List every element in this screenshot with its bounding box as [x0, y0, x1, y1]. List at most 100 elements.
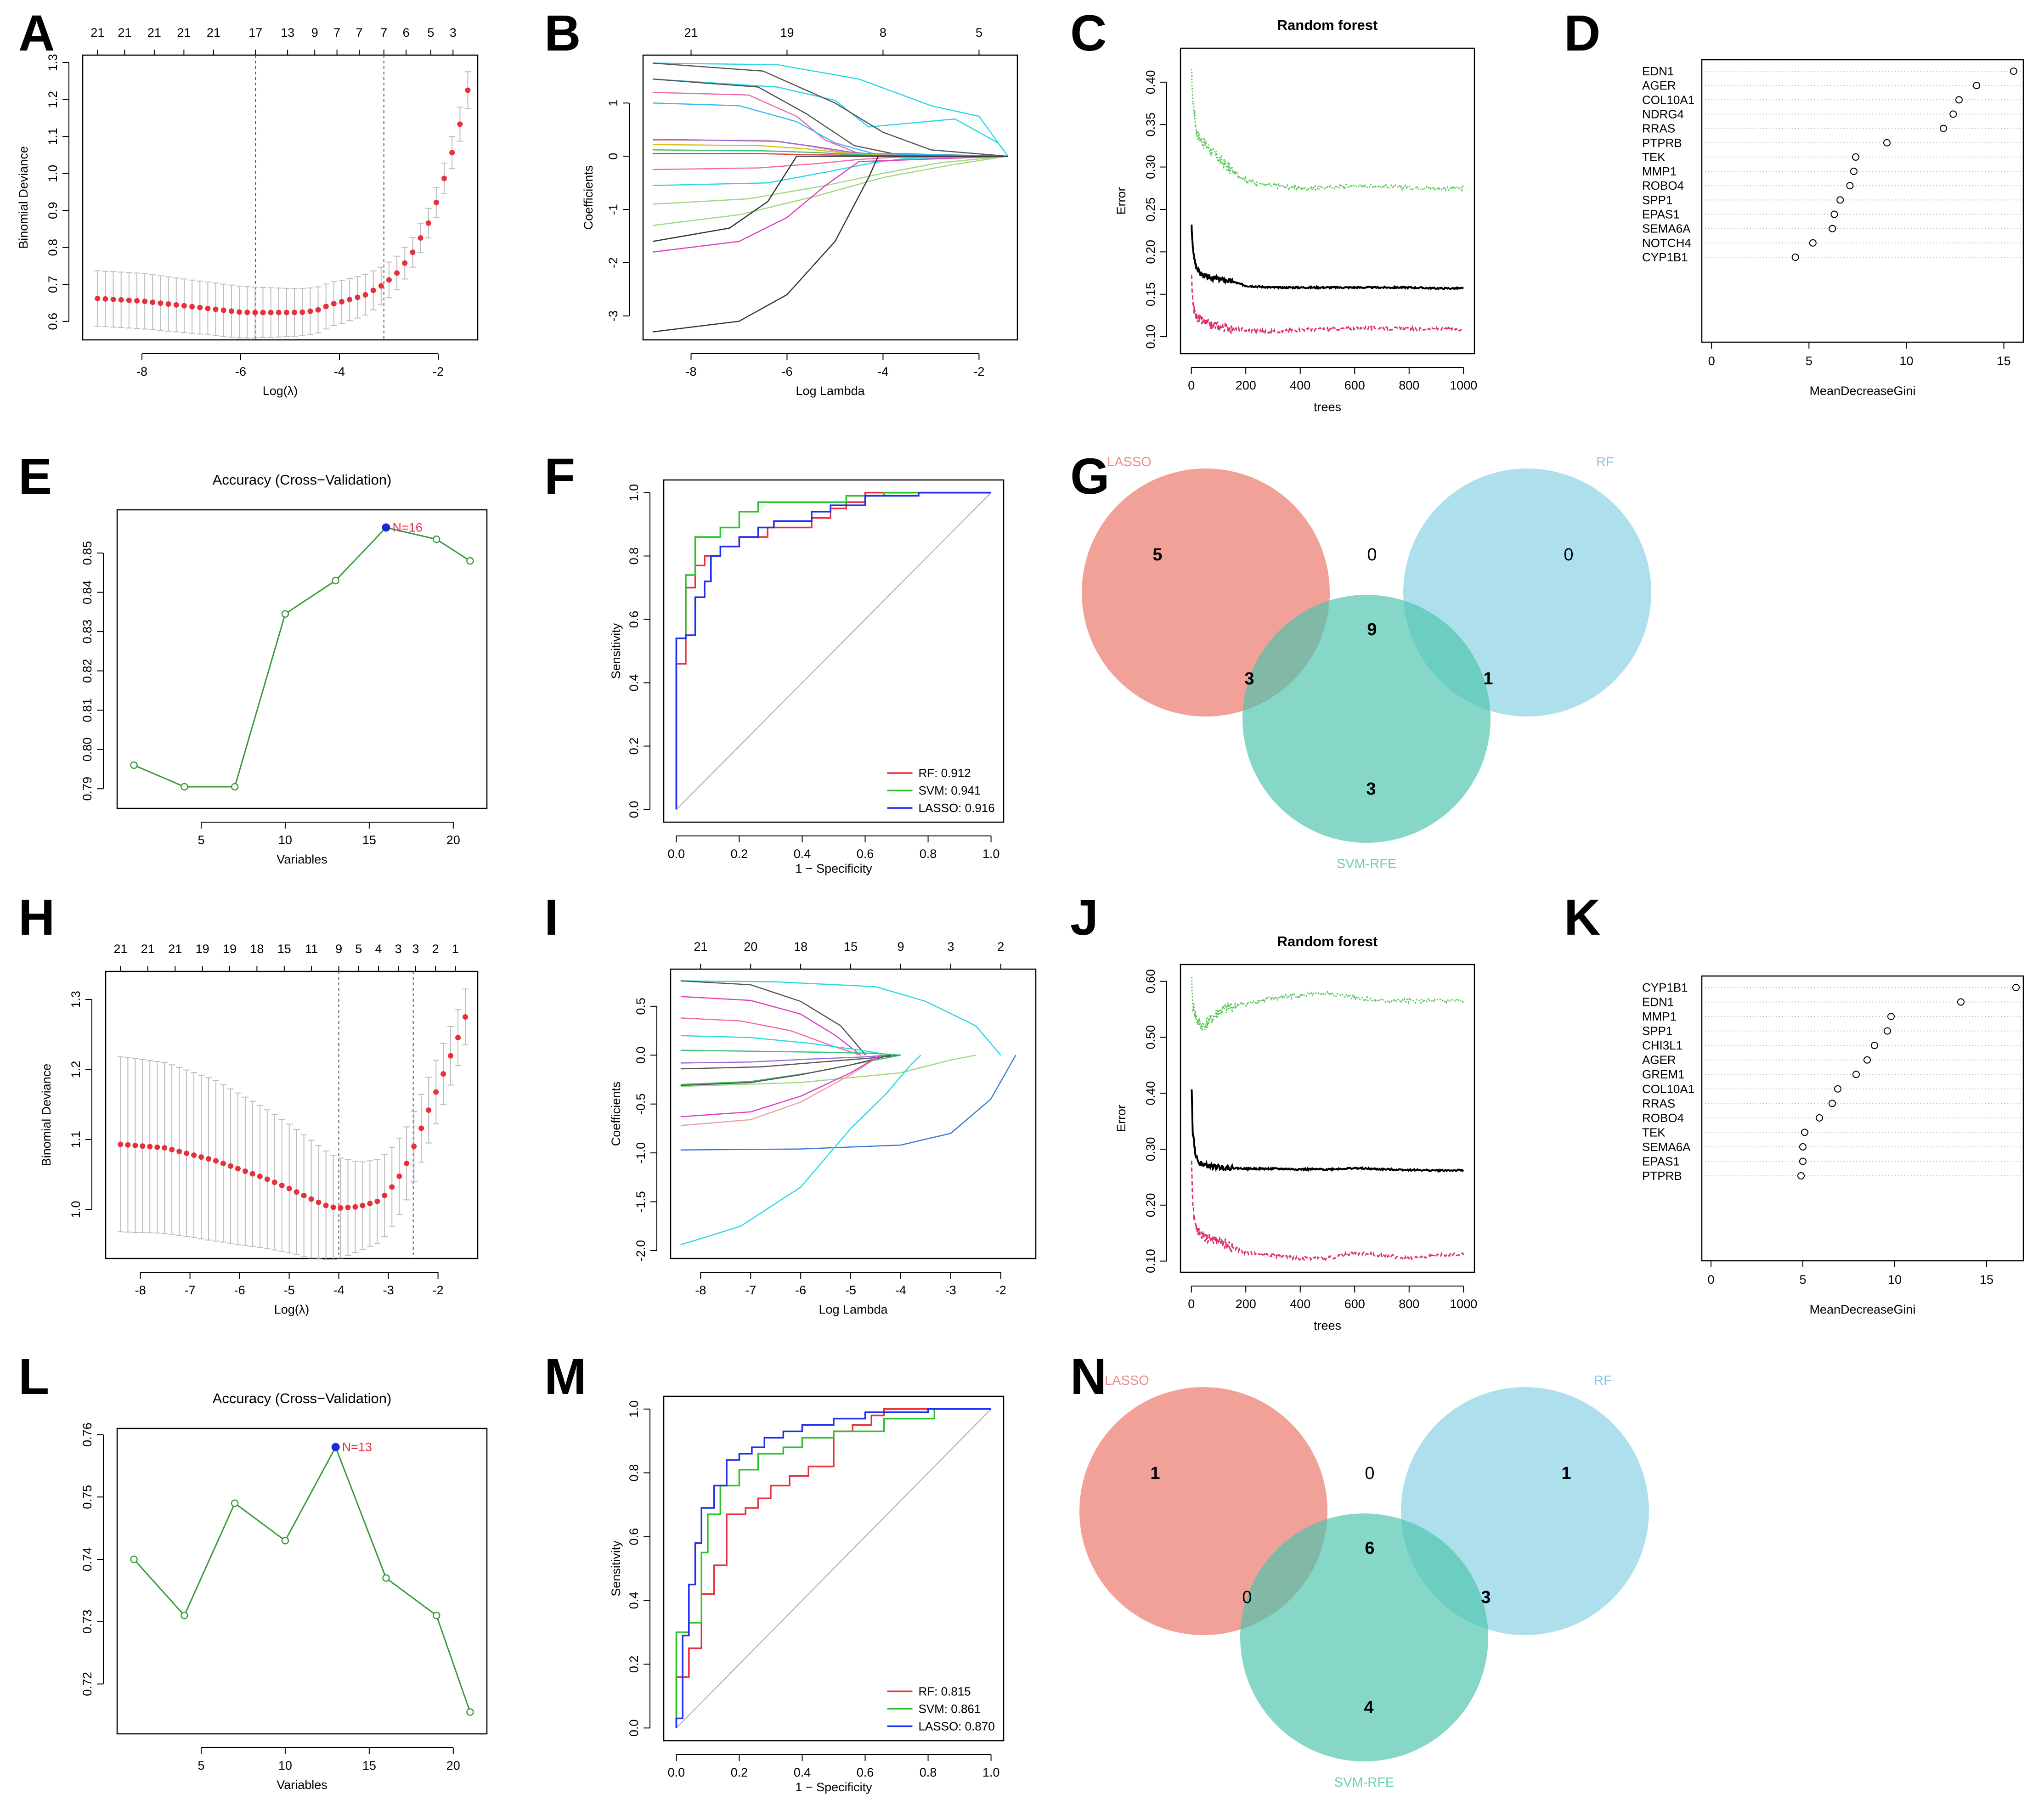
deviance-point: [386, 277, 392, 283]
deviance-point: [118, 297, 124, 303]
venn-set-label: LASSO: [1105, 1373, 1149, 1388]
coefficient-path: [680, 1035, 891, 1056]
deviance-point: [110, 296, 116, 302]
top-tick-label: 8: [880, 26, 886, 39]
x-tick-label: -6: [235, 365, 246, 378]
deviance-point: [228, 308, 234, 314]
deviance-point: [165, 301, 171, 307]
y-tick-label: 1.2: [46, 91, 60, 108]
x-tick-label: -6: [234, 1283, 245, 1297]
coefficient-path: [652, 155, 1008, 242]
panel-L: L Accuracy (Cross−Validation) N=13 5 10 15 20 0…: [18, 1349, 488, 1792]
y-tick-label: 1.0: [69, 1201, 83, 1219]
gene-label: CHI3L1: [1642, 1038, 1683, 1052]
coefficient-path: [680, 1017, 861, 1056]
x-tick-label: 200: [1236, 1297, 1256, 1311]
x-tick-label: -8: [135, 1283, 146, 1297]
venn-count: 9: [1367, 620, 1377, 639]
y-tick-label: 0.25: [1144, 197, 1158, 222]
legend-label: LASSO: 0.916: [918, 801, 994, 815]
deviance-point: [118, 1141, 124, 1147]
coefficient-path: [652, 155, 1008, 205]
deviance-point: [370, 288, 376, 293]
importance-point: [1836, 196, 1844, 204]
top-tick-label: 21: [207, 26, 220, 39]
deviance-point: [147, 1144, 153, 1150]
x-axis-title: trees: [1314, 400, 1341, 414]
importance-point: [1973, 82, 1981, 90]
y-tick-label: 0.82: [80, 659, 94, 683]
y-tick-label: 0.4: [627, 674, 641, 692]
top-tick-label: 2: [432, 942, 439, 956]
deviance-point: [378, 283, 384, 289]
x-tick-label: -4: [895, 1283, 906, 1297]
plot-frame: [1701, 59, 2024, 343]
y-tick-label: -2.0: [634, 1240, 648, 1262]
deviance-point: [220, 1161, 226, 1167]
venn-count: 3: [1366, 779, 1376, 799]
best-label: N=16: [392, 520, 422, 534]
gene-label: RRAS: [1642, 122, 1675, 135]
y-tick-label: 1.2: [69, 1061, 83, 1078]
panel-E: E Accuracy (Cross−Validation) N=16 5 10 15 20 0…: [18, 448, 488, 866]
venn-count: 1: [1483, 669, 1493, 688]
x-tick-label: 0.0: [668, 1766, 685, 1779]
x-tick-label: 20: [446, 833, 460, 847]
roc-curve: [675, 1408, 991, 1728]
error-series: [1191, 224, 1464, 291]
y-axis-title: Binomial Deviance: [17, 146, 30, 249]
plot-frame: [670, 968, 1037, 1259]
deviance-point: [206, 1156, 212, 1162]
venn-count: 6: [1365, 1539, 1374, 1558]
top-tick-label: 19: [780, 26, 794, 39]
x-tick-label: 5: [1806, 354, 1812, 368]
importance-point: [1846, 182, 1854, 190]
legend-label: SVM: 0.861: [918, 1702, 981, 1715]
accuracy-point: [466, 1708, 474, 1716]
venn-count: 0: [1242, 1588, 1252, 1607]
top-tick-label: 21: [118, 26, 131, 39]
x-tick-label: 0.0: [668, 847, 685, 861]
best-point: [331, 1443, 340, 1451]
gene-label: CYP1B1: [1642, 250, 1688, 264]
coefficient-path: [652, 62, 1008, 157]
deviance-point: [410, 249, 416, 255]
panel-label: H: [18, 889, 55, 946]
deviance-point: [150, 299, 156, 305]
gene-label: SPP1: [1642, 193, 1673, 207]
y-tick-label: 0.72: [80, 1672, 94, 1696]
panel-label: D: [1564, 5, 1600, 62]
legend-label: SVM: 0.941: [918, 784, 981, 797]
accuracy-point: [432, 535, 440, 543]
y-tick-label: 0.0: [627, 1719, 641, 1737]
y-tick-label: 0.7: [46, 276, 60, 293]
deviance-point: [213, 1158, 219, 1164]
deviance-point: [323, 304, 329, 310]
x-tick-label: 15: [362, 1759, 376, 1772]
y-tick-label: 0.6: [627, 611, 641, 628]
panel-I: I 21 20 18 15 9 3 2 -8 -7 -6 -5 -4 -3 -2 -2.0 -1.5 -1.0 -0…: [544, 889, 1037, 1316]
venn-circle-svm: [1242, 595, 1491, 843]
importance-point: [1955, 96, 1963, 104]
best-label: N=13: [342, 1440, 372, 1454]
x-tick-label: 15: [1997, 354, 2011, 368]
panel-label: J: [1070, 889, 1098, 946]
x-axis-title: Log(λ): [274, 1303, 310, 1316]
deviance-point: [308, 1196, 314, 1202]
importance-point: [1957, 998, 1965, 1006]
y-tick-label: 0.80: [80, 737, 94, 762]
coefficient-path: [680, 1050, 901, 1056]
y-tick-label: 0.79: [80, 777, 94, 801]
x-axis-title: Log(λ): [263, 384, 298, 398]
deviance-point: [271, 1179, 277, 1185]
y-tick-label: -3: [606, 310, 620, 322]
importance-point: [1884, 1027, 1891, 1035]
y-tick-label: 0.30: [1144, 1137, 1158, 1162]
top-tick-label: 3: [395, 942, 402, 956]
top-tick-label: 3: [412, 942, 419, 956]
top-tick-label: 7: [333, 26, 340, 39]
y-tick-label: 0.50: [1144, 1025, 1158, 1050]
importance-point: [2012, 984, 2020, 991]
x-tick-label: 800: [1399, 378, 1419, 392]
